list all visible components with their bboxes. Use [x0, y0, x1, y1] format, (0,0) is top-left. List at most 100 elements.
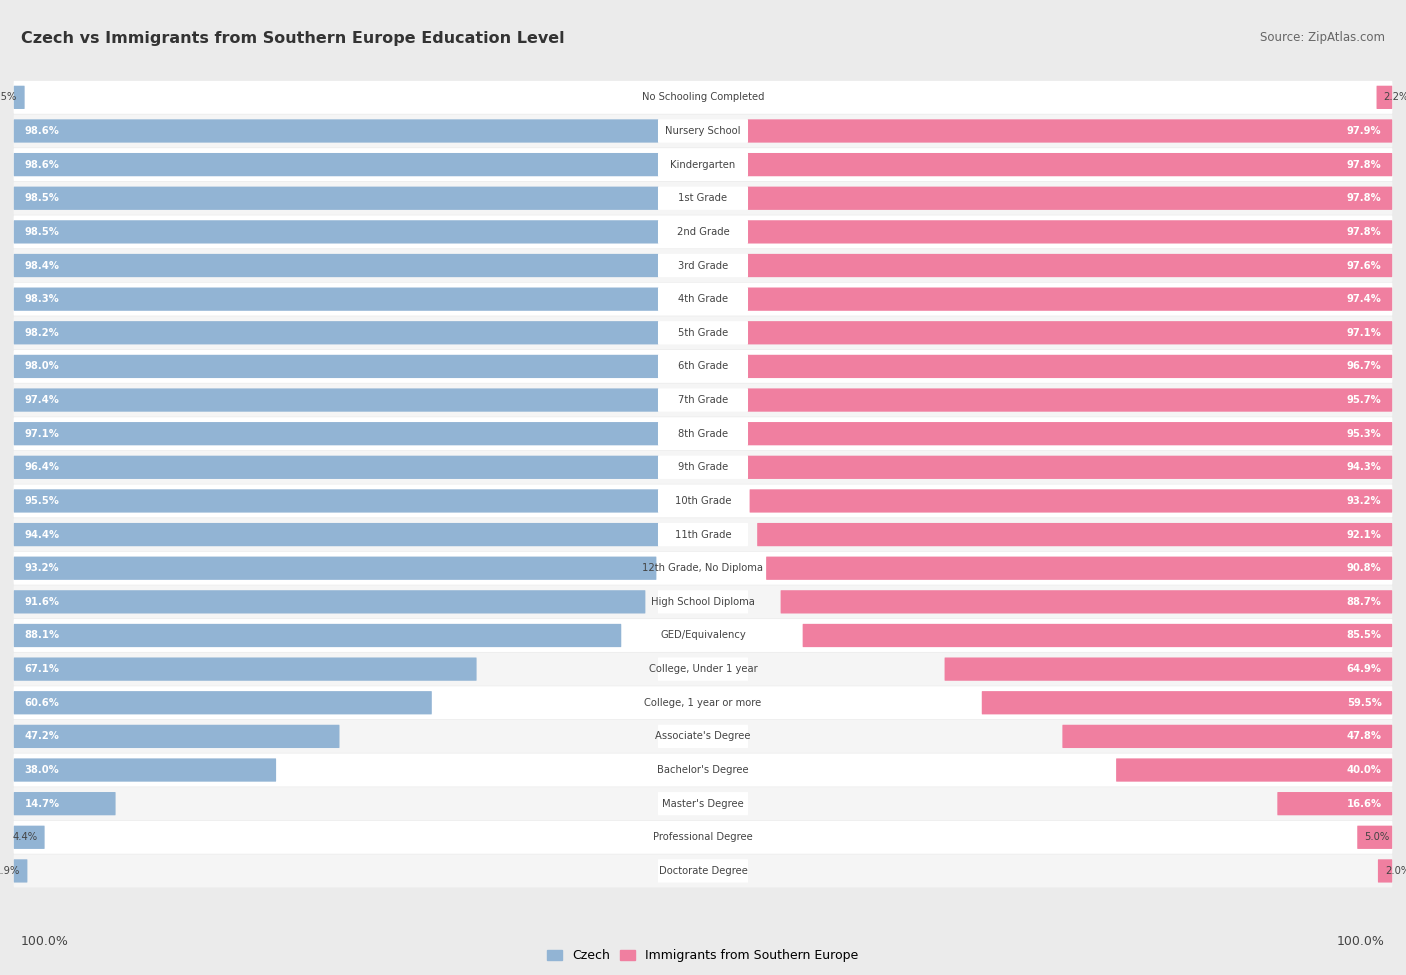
FancyBboxPatch shape: [658, 624, 748, 647]
FancyBboxPatch shape: [14, 321, 658, 344]
FancyBboxPatch shape: [658, 388, 748, 411]
FancyBboxPatch shape: [14, 383, 1392, 416]
FancyBboxPatch shape: [658, 288, 748, 311]
Text: 47.2%: 47.2%: [24, 731, 59, 741]
Text: 94.4%: 94.4%: [24, 529, 59, 539]
Text: 1.9%: 1.9%: [0, 866, 20, 876]
FancyBboxPatch shape: [14, 754, 1392, 787]
FancyBboxPatch shape: [14, 859, 27, 882]
Text: 97.1%: 97.1%: [1347, 328, 1382, 337]
FancyBboxPatch shape: [14, 455, 658, 479]
Text: Nursery School: Nursery School: [665, 126, 741, 136]
FancyBboxPatch shape: [748, 153, 1392, 176]
FancyBboxPatch shape: [14, 220, 658, 244]
Text: 4th Grade: 4th Grade: [678, 294, 728, 304]
Text: 92.1%: 92.1%: [1347, 529, 1382, 539]
FancyBboxPatch shape: [803, 624, 1392, 647]
FancyBboxPatch shape: [1063, 724, 1392, 748]
Text: 93.2%: 93.2%: [24, 564, 59, 573]
FancyBboxPatch shape: [14, 114, 1392, 147]
Text: 97.4%: 97.4%: [1347, 294, 1382, 304]
Text: 97.4%: 97.4%: [24, 395, 59, 405]
Text: 98.6%: 98.6%: [24, 126, 59, 136]
FancyBboxPatch shape: [1376, 86, 1392, 109]
Text: 6th Grade: 6th Grade: [678, 362, 728, 371]
FancyBboxPatch shape: [766, 557, 1392, 580]
FancyBboxPatch shape: [14, 826, 45, 849]
Text: 95.7%: 95.7%: [1347, 395, 1382, 405]
FancyBboxPatch shape: [14, 422, 658, 446]
Text: 60.6%: 60.6%: [24, 698, 59, 708]
Text: 97.8%: 97.8%: [1347, 227, 1382, 237]
FancyBboxPatch shape: [658, 455, 748, 479]
FancyBboxPatch shape: [14, 557, 657, 580]
FancyBboxPatch shape: [14, 288, 658, 311]
Text: 94.3%: 94.3%: [1347, 462, 1382, 472]
FancyBboxPatch shape: [748, 321, 1392, 344]
FancyBboxPatch shape: [658, 220, 748, 244]
FancyBboxPatch shape: [1116, 759, 1392, 782]
Text: 97.8%: 97.8%: [1347, 193, 1382, 203]
Text: 7th Grade: 7th Grade: [678, 395, 728, 405]
FancyBboxPatch shape: [658, 523, 748, 546]
FancyBboxPatch shape: [14, 249, 1392, 282]
FancyBboxPatch shape: [14, 523, 658, 546]
FancyBboxPatch shape: [14, 355, 658, 378]
Text: Czech vs Immigrants from Southern Europe Education Level: Czech vs Immigrants from Southern Europe…: [21, 31, 565, 46]
Text: 40.0%: 40.0%: [1347, 765, 1382, 775]
Text: 85.5%: 85.5%: [1347, 631, 1382, 641]
FancyBboxPatch shape: [748, 254, 1392, 277]
Text: 96.7%: 96.7%: [1347, 362, 1382, 371]
FancyBboxPatch shape: [658, 691, 748, 715]
Text: 59.5%: 59.5%: [1347, 698, 1382, 708]
FancyBboxPatch shape: [748, 388, 1392, 411]
FancyBboxPatch shape: [780, 590, 1392, 613]
FancyBboxPatch shape: [658, 759, 748, 782]
FancyBboxPatch shape: [658, 355, 748, 378]
FancyBboxPatch shape: [14, 489, 658, 513]
FancyBboxPatch shape: [748, 355, 1392, 378]
Text: 4.4%: 4.4%: [13, 833, 38, 842]
FancyBboxPatch shape: [658, 859, 748, 882]
FancyBboxPatch shape: [14, 283, 1392, 316]
FancyBboxPatch shape: [14, 652, 1392, 685]
FancyBboxPatch shape: [14, 787, 1392, 820]
FancyBboxPatch shape: [14, 691, 432, 715]
Text: 67.1%: 67.1%: [24, 664, 59, 674]
Text: College, 1 year or more: College, 1 year or more: [644, 698, 762, 708]
FancyBboxPatch shape: [658, 119, 748, 142]
Legend: Czech, Immigrants from Southern Europe: Czech, Immigrants from Southern Europe: [543, 944, 863, 967]
FancyBboxPatch shape: [658, 254, 748, 277]
FancyBboxPatch shape: [14, 686, 1392, 720]
FancyBboxPatch shape: [1378, 859, 1392, 882]
Text: Doctorate Degree: Doctorate Degree: [658, 866, 748, 876]
Text: 95.3%: 95.3%: [1347, 429, 1382, 439]
Text: 98.6%: 98.6%: [24, 160, 59, 170]
Text: 2nd Grade: 2nd Grade: [676, 227, 730, 237]
FancyBboxPatch shape: [14, 316, 1392, 349]
Text: Professional Degree: Professional Degree: [654, 833, 752, 842]
FancyBboxPatch shape: [658, 724, 748, 748]
Text: 16.6%: 16.6%: [1347, 799, 1382, 808]
Text: High School Diploma: High School Diploma: [651, 597, 755, 606]
FancyBboxPatch shape: [658, 86, 748, 109]
FancyBboxPatch shape: [1357, 826, 1392, 849]
FancyBboxPatch shape: [14, 81, 1392, 114]
FancyBboxPatch shape: [1277, 792, 1392, 815]
FancyBboxPatch shape: [14, 518, 1392, 551]
Text: 9th Grade: 9th Grade: [678, 462, 728, 472]
FancyBboxPatch shape: [945, 657, 1392, 681]
Text: 98.3%: 98.3%: [24, 294, 59, 304]
FancyBboxPatch shape: [748, 186, 1392, 210]
FancyBboxPatch shape: [14, 254, 658, 277]
FancyBboxPatch shape: [14, 417, 1392, 450]
FancyBboxPatch shape: [748, 455, 1392, 479]
Text: 90.8%: 90.8%: [1347, 564, 1382, 573]
Text: 100.0%: 100.0%: [21, 935, 69, 948]
FancyBboxPatch shape: [14, 350, 1392, 383]
FancyBboxPatch shape: [14, 181, 1392, 214]
FancyBboxPatch shape: [658, 186, 748, 210]
FancyBboxPatch shape: [748, 288, 1392, 311]
Text: 12th Grade, No Diploma: 12th Grade, No Diploma: [643, 564, 763, 573]
FancyBboxPatch shape: [658, 422, 748, 446]
